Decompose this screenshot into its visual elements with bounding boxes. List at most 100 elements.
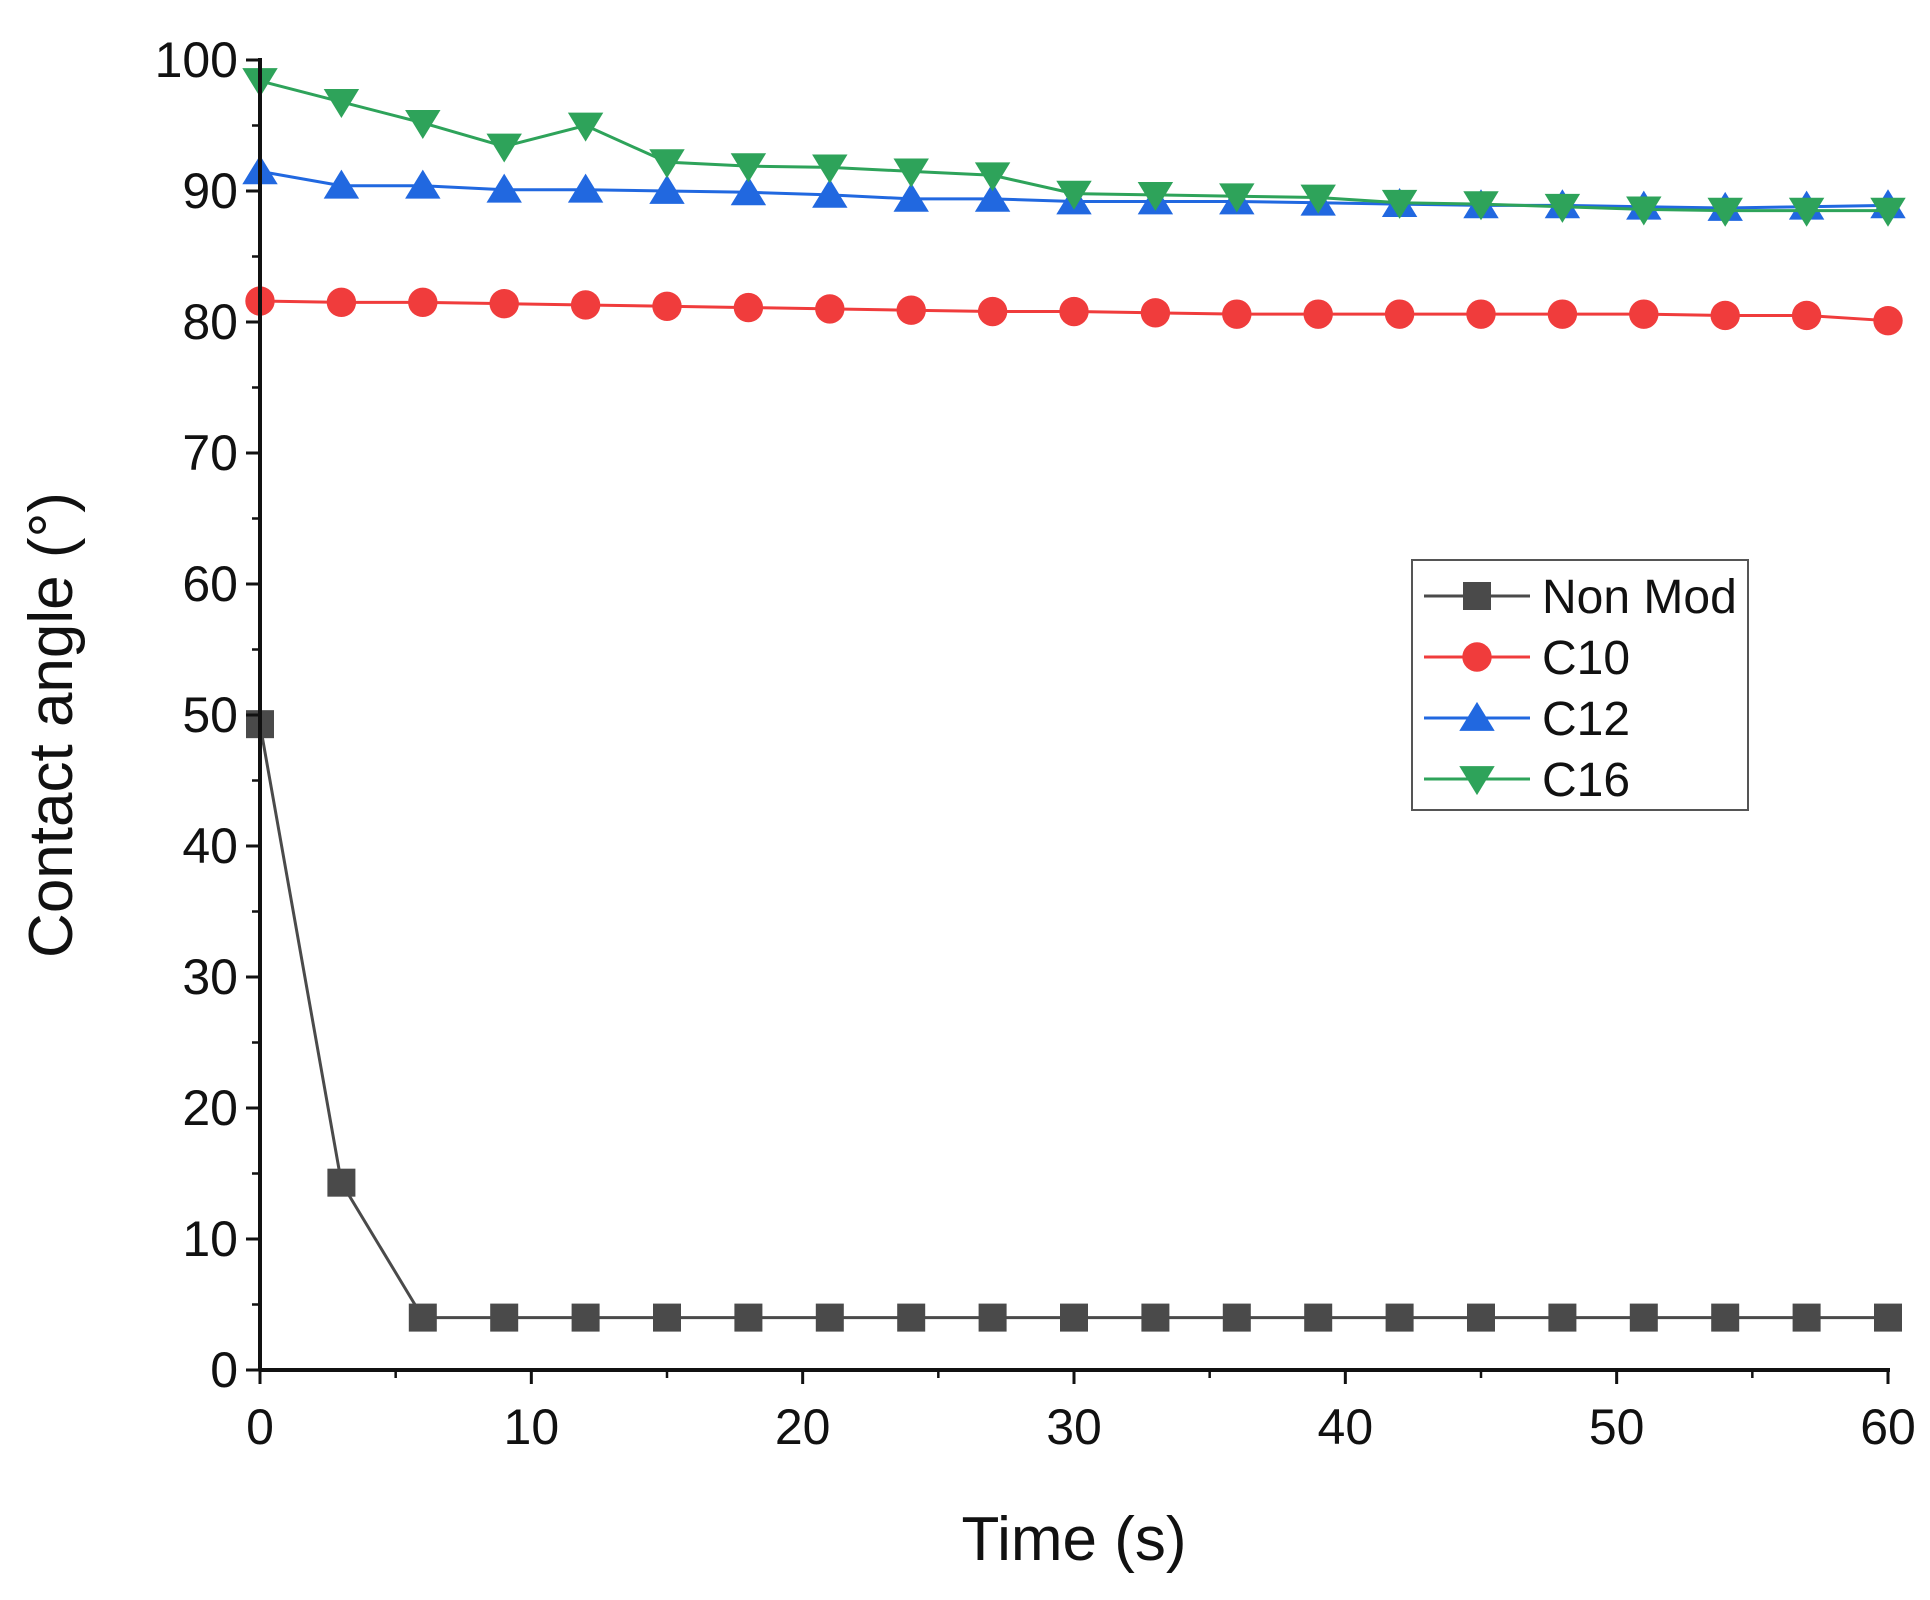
data-point-c12 [730,176,767,206]
x-tick-label: 40 [1318,1399,1374,1455]
data-point-c12 [405,169,441,199]
data-point-c16 [1137,182,1174,212]
data-point-non-mod [1222,1303,1251,1332]
data-point-c12 [323,169,360,199]
y-tick-label: 100 [155,32,238,88]
y-tick-label: 70 [182,425,238,481]
y-tick-label: 60 [182,556,238,612]
data-point-c16 [1544,193,1581,223]
legend-marker-c12 [1459,701,1495,731]
legend-label-c12: C12 [1542,693,1630,746]
data-point-non-mod [408,1303,437,1332]
data-point-c10 [815,294,845,324]
data-point-c16 [1219,183,1255,213]
data-point-non-mod [1548,1303,1577,1332]
y-tick-label: 10 [182,1211,238,1267]
data-point-c12 [812,178,848,208]
x-tick-label: 0 [246,1399,274,1455]
legend-item-non-mod: Non Mod [1424,571,1737,624]
legend-label-non-mod: Non Mod [1542,571,1737,624]
data-point-c10 [1384,299,1415,329]
axes: 0 10 20 30 40 50 60 70 80 90 100 0 10 20 30 40 50 60 [155,32,1916,1455]
data-point-non-mod [490,1303,519,1332]
series-c10 [245,286,1903,336]
data-point-c16 [405,110,441,139]
data-point-non-mod [1629,1303,1658,1332]
legend-marker-c16 [1459,766,1495,796]
data-point-non-mod [1385,1303,1414,1332]
data-point-c10 [733,292,764,323]
data-point-c10 [896,295,926,325]
x-tick-label: 60 [1860,1399,1916,1455]
y-tick-label: 80 [182,294,238,350]
y-tick-label: 40 [182,818,238,874]
data-point-c12 [893,182,929,212]
y-tick-label: 20 [182,1080,238,1136]
x-tick-label: 10 [504,1399,560,1455]
legend-label-c16: C16 [1542,754,1630,807]
data-point-c10 [1710,300,1740,331]
data-point-c16 [323,89,360,119]
data-point-c16 [649,149,685,179]
legend-item-c16: C16 [1424,754,1630,807]
series-line-non-mod [258,723,1888,1320]
x-tick-label: 20 [775,1399,831,1455]
data-point-c16 [1870,197,1906,227]
data-point-non-mod [1711,1303,1740,1332]
data-point-non-mod [734,1303,763,1332]
data-point-c16 [1381,189,1418,219]
data-point-c10 [1873,305,1903,336]
legend-marker-non-mod [1463,582,1491,610]
data-point-c16 [1707,197,1743,227]
data-point-c12 [649,174,685,204]
y-axis-title: Contact angle (°) [17,492,86,958]
data-point-c16 [567,112,604,142]
x-axis-title: Time (s) [962,1505,1187,1574]
data-point-c10 [1222,299,1252,329]
y-tick-label: 50 [182,687,238,743]
series-c16 [242,68,1906,227]
legend-marker-c10 [1462,642,1492,672]
data-point-non-mod [1792,1303,1821,1332]
data-point-c10 [408,287,438,318]
data-point-non-mod [1141,1303,1170,1332]
data-point-c10 [1140,298,1171,328]
data-point-non-mod [653,1303,681,1332]
data-point-c16 [1788,197,1825,227]
data-point-c10 [570,290,601,320]
y-tick-label: 0 [210,1342,238,1398]
y-tick-label: 30 [182,949,238,1005]
data-point-c16 [1463,191,1499,221]
x-tick-label: 30 [1046,1399,1102,1455]
data-point-c16 [486,133,522,163]
data-point-non-mod [897,1303,926,1332]
data-point-non-mod [571,1303,600,1332]
data-point-c10 [489,288,519,319]
data-point-c16 [1056,180,1092,210]
data-point-non-mod [815,1303,844,1332]
legend-label-c10: C10 [1542,632,1630,685]
data-point-non-mod [1304,1303,1333,1332]
series-non-mod [246,710,1902,1332]
legend-item-c10: C10 [1424,632,1630,685]
data-point-c12 [486,173,522,203]
data-point-c10 [1303,299,1333,329]
data-point-c16 [812,154,848,184]
legend-item-c12: C12 [1424,693,1630,746]
data-point-non-mod [978,1303,1007,1332]
data-point-c10 [326,287,357,318]
data-point-c10 [1547,299,1578,329]
data-point-c16 [1626,196,1662,226]
data-point-non-mod [327,1168,356,1197]
x-tick-label: 50 [1589,1399,1645,1455]
data-point-c12 [974,182,1011,212]
data-point-c10 [1059,296,1089,327]
y-tick-label: 90 [182,163,238,219]
data-point-non-mod [1467,1303,1495,1332]
legend: Non Mod C10 C12 C16 [1411,559,1749,811]
data-point-c10 [1466,299,1496,329]
data-point-c10 [1629,299,1659,329]
data-point-c10 [652,291,682,321]
data-point-c10 [977,296,1008,327]
